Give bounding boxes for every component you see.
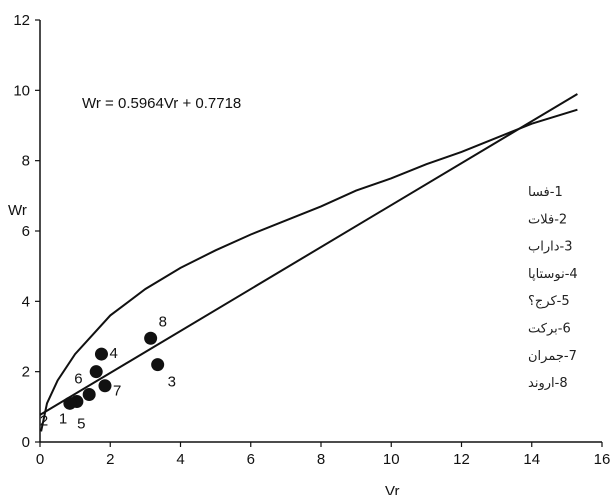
legend-entry: 5-کرج؟ xyxy=(528,294,570,309)
data-points: 12 3 4 5 6 7 8 xyxy=(40,313,176,432)
legend-entry: 7-جمران xyxy=(528,349,577,364)
data-point xyxy=(94,347,108,361)
x-tick-label: 10 xyxy=(383,451,400,468)
point-label: 4 xyxy=(109,345,117,362)
x-tick-label: 12 xyxy=(453,451,470,468)
x-tick-label: 8 xyxy=(317,451,325,468)
point-label: 1 xyxy=(59,411,67,428)
x-axis-label: Vr xyxy=(385,483,399,495)
point-label: 3 xyxy=(168,374,176,391)
x-tick-label: 6 xyxy=(247,451,255,468)
regression-line xyxy=(39,93,578,416)
data-point xyxy=(144,331,158,345)
y-tick-label: 0 xyxy=(22,434,30,451)
x-tick-label: 14 xyxy=(523,451,540,468)
envelope-curve xyxy=(40,108,578,432)
curves xyxy=(39,93,578,432)
data-point xyxy=(89,365,103,379)
data-point xyxy=(151,358,165,372)
legend-entry: 2-فلات xyxy=(528,212,567,227)
data-point xyxy=(98,379,112,393)
y-tick-label: 6 xyxy=(22,223,30,240)
point-label: 7 xyxy=(113,383,121,400)
x-tick-label: 2 xyxy=(106,451,114,468)
legend-entry: 8-اروند xyxy=(528,376,568,391)
data-point xyxy=(82,388,96,402)
point-label: 2 xyxy=(40,412,48,429)
point-label: 8 xyxy=(159,313,167,330)
x-tick-label: 16 xyxy=(594,451,611,468)
point-label: 6 xyxy=(74,371,82,388)
legend-entry: 1-فسا xyxy=(528,185,563,200)
regression-equation: Wr = 0.5964Vr + 0.7718 xyxy=(82,95,241,112)
x-tick-label: 4 xyxy=(176,451,184,468)
y-tick-label: 8 xyxy=(22,153,30,170)
data-point xyxy=(63,396,77,410)
y-tick-label: 12 xyxy=(13,12,30,29)
legend-entry: 4-نوستاپا xyxy=(528,267,578,282)
y-tick-label: 10 xyxy=(13,82,30,99)
legend-entry: 6-برکت xyxy=(528,322,571,337)
y-tick-label: 4 xyxy=(22,293,30,310)
y-axis-label: Wr xyxy=(8,202,27,219)
point-label: 5 xyxy=(77,416,85,433)
legend-entry: 3-داراب xyxy=(528,240,573,255)
y-tick-label: 2 xyxy=(22,364,30,381)
x-tick-label: 0 xyxy=(36,451,44,468)
legend: 1-فسا 2-فلات 3-داراب 4-نوستاپا 5-کرج؟ 6-برکت 7… xyxy=(528,185,578,391)
